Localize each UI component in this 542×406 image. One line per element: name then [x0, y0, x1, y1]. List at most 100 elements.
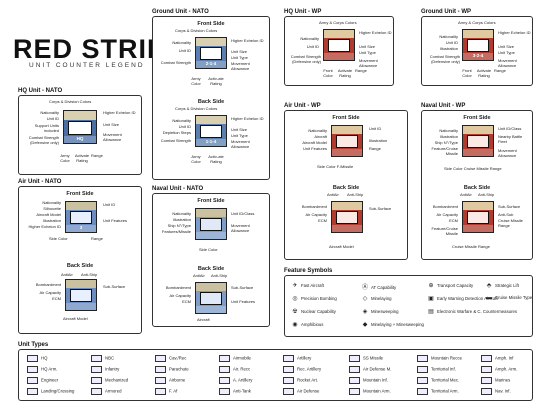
label-bombardment: Bombardment	[301, 204, 327, 209]
feature-minelaying-sweeping: ◆ Minelaying + Minesweeping	[362, 322, 424, 328]
label-movement: Movement Allowance	[359, 58, 378, 68]
label-movement: Movement Allowance	[103, 132, 122, 142]
label-aircraft: Aircraft	[197, 317, 210, 322]
section-title-naval-nato: Naval Unit - NATO	[152, 186, 204, 192]
engineer-icon	[27, 377, 38, 384]
label-movement: Movement Allowance	[231, 139, 250, 149]
marines-icon	[481, 377, 492, 384]
unit-type-airmobile: Airmobile	[219, 355, 251, 362]
air-wp-back-title: Back Side	[332, 185, 360, 191]
label-illustration: Illustration	[439, 134, 458, 139]
label-antisub: Anti-Sub	[498, 212, 514, 217]
label-higher-echelon: Higher Echelon ID	[498, 30, 531, 35]
rec-artillery-icon	[283, 366, 294, 373]
hq-nato-counter: HQ	[63, 110, 97, 144]
label-antiship: Anti-Ship	[478, 192, 495, 197]
label-army-color: Army Color	[60, 153, 70, 163]
unit-type-mountain-inf: Mountain Inf.	[349, 377, 388, 384]
feature-minesweeping: ◈ Minesweeping	[362, 309, 399, 315]
mountain-inf-icon	[349, 377, 360, 384]
label-subsurface: Sub-Surface	[498, 204, 521, 209]
label-air-capacity: Air Capacity	[39, 290, 61, 295]
ground-wp-panel: Army & Corps Colors 3-2-4 Nationality Un…	[421, 16, 533, 86]
label-unit-type: Unit Type	[498, 50, 515, 55]
label-combat-strength: Combat Strength (Defensive only)	[290, 54, 321, 64]
ground-nato-front-title: Front Side	[197, 21, 225, 27]
label-front-color: Front Color	[323, 68, 333, 78]
feature-precision-bombing: ◎ Precision Bombing	[292, 296, 337, 302]
unit-type-territorial-inf: Territorial Inf.	[417, 366, 456, 373]
label-air-capacity: Air Capacity	[436, 212, 458, 217]
section-title-naval-wp: Naval Unit - WP	[421, 103, 466, 109]
label-unit-size: Unit Size	[231, 49, 248, 54]
label-antiair: AntiAir	[460, 192, 472, 197]
cav-rec-icon	[155, 355, 166, 362]
label-air-capacity: Air Capacity	[305, 212, 327, 217]
ground-wp-counter: 3-2-4	[462, 29, 494, 61]
ground-front-value: 2-1-4	[196, 61, 226, 68]
territorial-inf-icon	[417, 366, 428, 373]
label-unit-features: Unit Features	[231, 299, 256, 304]
label-range: Range	[91, 153, 103, 158]
feature-at-capability: Ⓐ AT Capability	[361, 282, 396, 291]
label-nationality: Nationality	[172, 118, 191, 123]
label-feature-missile: Features/Missile	[161, 229, 191, 234]
label-corps-div: Corps & Division Colors	[175, 106, 218, 111]
label-unit-id: Unit ID	[178, 48, 191, 53]
label-subsurface: Sub-Surface	[103, 284, 126, 289]
label-combat-strength: Combat Strength	[160, 60, 191, 65]
label-antiship: Anti-Ship	[211, 273, 228, 278]
label-subsurface: Sub-Surface	[369, 206, 392, 211]
label-higher-echelon: Higher Echelon ID	[103, 110, 136, 115]
label-antiair: AntiAir	[193, 273, 205, 278]
label-ship-type: Ship N°/Type	[167, 223, 191, 228]
section-title-air-wp: Air Unit - WP	[284, 103, 321, 109]
label-side-color-f: Side Color F./Missile	[317, 164, 354, 169]
unit-type-engineer: Engineer	[27, 377, 58, 384]
unit-type-mountain-arm: Mountain Arm.	[349, 388, 391, 395]
page-subtitle: UNIT COUNTER LEGEND	[29, 62, 145, 69]
section-title-hq-nato: HQ Unit - NATO	[18, 88, 63, 94]
label-antiship: Anti-Ship	[347, 192, 364, 197]
label-side-color-missile: Side Color Cruise Missile Range	[444, 166, 502, 171]
air-wp-panel: Front Side Nationality Aircraft Aircraft…	[284, 110, 408, 260]
ground-nato-front-counter: 2-1-4	[195, 37, 227, 69]
label-unit-id: Unit ID	[445, 40, 458, 45]
ground-nato-panel: Front Side Corps & Division Colors 2-1-4…	[152, 16, 270, 180]
unit-type-ss-missile: SS Missile	[349, 355, 383, 362]
label-side-color: Side Color	[199, 247, 218, 252]
label-illustration: Illustration	[172, 217, 191, 222]
label-activate-rating: Activate Rating	[337, 68, 353, 78]
early-warning-icon: ▣	[428, 296, 434, 302]
unit-type-air-recc: Air. Recc	[219, 366, 250, 373]
unit-type-territorial-mec: Territorial Mec.	[417, 377, 459, 384]
artillery-icon	[283, 355, 294, 362]
label-support-units: Support Units included	[34, 123, 59, 133]
feature-early-warning: ▣ Early Warning Detection Aircraft	[428, 296, 498, 302]
air-recc-icon	[219, 366, 230, 373]
airborne-icon	[155, 377, 166, 384]
unit-type-marines: Marines	[481, 377, 510, 384]
section-title-unit-types: Unit Types	[18, 342, 49, 348]
feature-symbols-panel: ✈ Fast Aircraft ◎ Precision Bombing ☢ Nucle…	[284, 275, 533, 337]
label-range: Range	[91, 236, 103, 241]
electronic-warfare-icon: ▤	[428, 309, 434, 315]
label-activate-rating: Activ-ate Rating	[208, 76, 224, 86]
landing-icon	[27, 388, 38, 395]
label-nationality: Nationality	[172, 40, 191, 45]
unit-types-panel: HQ HQ Arm. Engineer Landing/Crossing NBC…	[18, 349, 533, 401]
feature-strategic-lift: ⬘ Strategic Lift	[486, 283, 519, 289]
air-defense-icon	[283, 388, 294, 395]
unit-type-air-defense-m: Air Defense M.	[349, 366, 391, 373]
label-bombardment: Bombardment	[35, 282, 61, 287]
label-range: Range	[355, 68, 367, 73]
minelaying-sweeping-icon: ◆	[362, 322, 368, 328]
label-unit-features: Unit Features	[103, 218, 128, 223]
label-unit-type: Unit Type	[359, 50, 376, 55]
label-unit-size: Unit Size	[359, 44, 376, 49]
airmobile-icon	[219, 355, 230, 362]
air-wp-front-counter	[331, 125, 363, 157]
unit-type-rec-artillery: Rec. Artillery	[283, 366, 321, 373]
label-movement: Movement Allowance	[498, 148, 517, 158]
label-nationality: Nationality	[308, 128, 327, 133]
